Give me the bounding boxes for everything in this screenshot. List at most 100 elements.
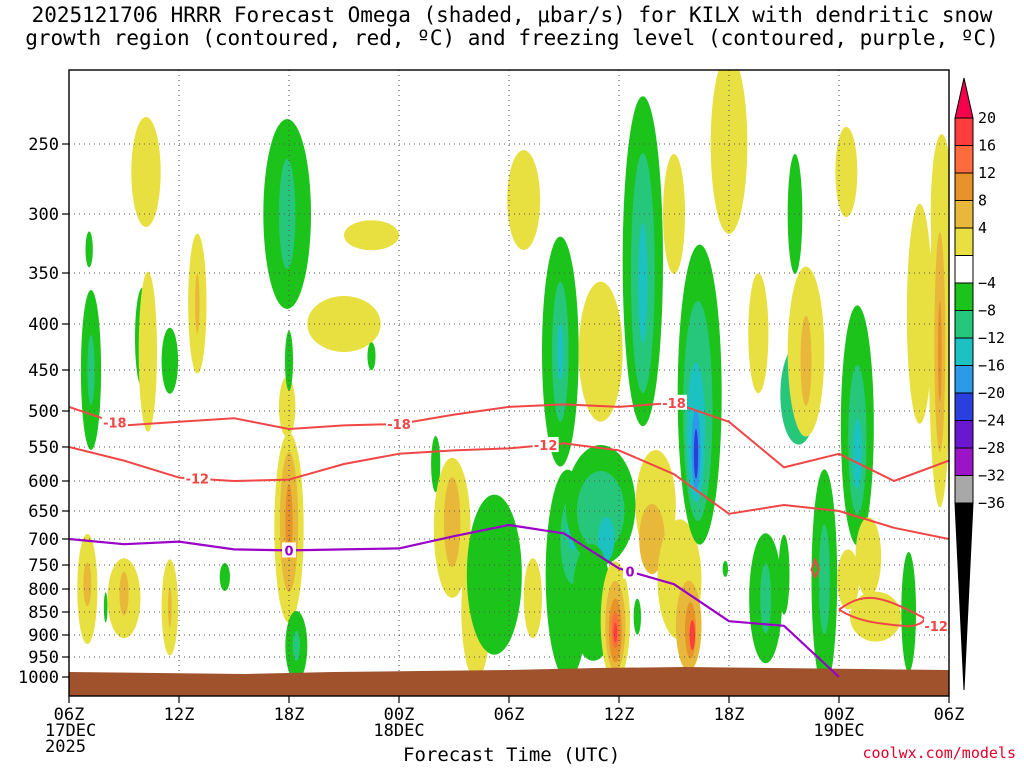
omega-cell-8 (168, 587, 172, 628)
y-tick-label: 750 (28, 556, 59, 576)
colorbar-label: −24 (978, 412, 1005, 430)
omega-cell-20 (613, 622, 618, 643)
omega-shading (77, 0, 970, 690)
omega-cell--8 (292, 631, 301, 661)
colorbar-label: −16 (978, 357, 1005, 375)
colorbar-top-arrow (954, 77, 974, 119)
y-tick-label: 850 (28, 603, 59, 623)
colorbar-swatch (954, 447, 974, 476)
omega-cell--12 (597, 517, 615, 561)
omega-cell-4 (850, 591, 902, 642)
colorbar-swatch (954, 255, 974, 284)
omega-cell-4 (523, 558, 542, 639)
chart-title-line-2: growth region (contoured, red, ºC) and f… (25, 26, 999, 50)
colorbar-label: 20 (978, 109, 996, 127)
x-tick-label: 2025 (45, 737, 86, 757)
x-tick-label: 19DEC (813, 721, 864, 741)
colorbar-label: −12 (978, 329, 1005, 347)
chart-title-line-1: 2025121706 HRRR Forecast Omega (shaded, … (31, 3, 993, 27)
y-tick-label: 450 (28, 361, 59, 381)
ground-surface (69, 667, 949, 696)
omega-cell-4 (855, 517, 882, 598)
chart-title: 2025121706 HRRR Forecast Omega (shaded, … (0, 4, 1024, 50)
dgz-contour-label: -12 (186, 473, 210, 488)
omega-cell--4 (787, 154, 803, 274)
omega-cell--4 (367, 342, 376, 371)
omega-cell-8 (83, 562, 92, 607)
omega-cell--4 (103, 592, 108, 623)
colorbar-label: 4 (978, 219, 987, 237)
temperature-contours: -18 -18 -18 -12 -12 -12 0 0 (69, 394, 949, 678)
colorbar-label: −32 (978, 467, 1005, 485)
x-tick-label: 12Z (604, 705, 635, 725)
x-tick-label: 06Z (494, 705, 525, 725)
omega-cell-4 (578, 281, 623, 422)
omega-cell-4 (138, 271, 157, 432)
omega-cell--4 (219, 563, 230, 591)
contour-label-bg (101, 414, 128, 430)
colorbar-swatch (954, 227, 974, 256)
colorbar-label: 12 (978, 164, 996, 182)
omega-cell-8 (800, 315, 812, 406)
omega-cell--4 (161, 327, 179, 394)
omega-cell--4 (901, 552, 917, 672)
x-tick-label: 06Z (54, 705, 85, 725)
omega-cell--8 (278, 159, 296, 269)
x-axis-title: Forecast Time (UTC) (403, 744, 621, 766)
y-tick-label: 350 (28, 264, 59, 284)
colorbar-label: 8 (978, 192, 987, 210)
y-tick-label: 950 (28, 648, 59, 668)
omega-cell-4 (507, 150, 541, 250)
contour-label-bg (532, 437, 559, 453)
freezing-level-line (69, 523, 840, 678)
omega-cell-4 (748, 273, 769, 394)
omega-cell-4 (278, 376, 296, 437)
omega-cell--4 (778, 534, 790, 615)
dgz-contour-line (69, 401, 949, 482)
colorbar-swatch (954, 145, 974, 174)
colorbar-swatch (954, 392, 974, 421)
y-tick-label: 650 (28, 502, 59, 522)
omega-cell--4 (633, 598, 641, 635)
dgz-contour-label: -18 (103, 416, 127, 431)
omega-cell-4 (911, 0, 970, 59)
freezing-level-label: 0 (284, 544, 293, 559)
y-tick-label: 300 (28, 205, 59, 225)
x-tick-label: 18Z (714, 705, 745, 725)
omega-cell--20 (693, 428, 699, 479)
y-tick-label: 250 (28, 135, 59, 155)
contour-label-bg (386, 415, 412, 431)
omega-cell-8 (639, 504, 665, 574)
omega-cell-4 (837, 549, 860, 610)
omega-colorbar: 20 16 12 8 4 −4 −8 −12 −16 −20 −24 −28 −32 −36 (954, 77, 1005, 691)
omega-cell--12 (852, 418, 862, 489)
omega-cell--8 (87, 335, 95, 405)
colorbar-swatch (954, 365, 974, 394)
dgz-contour-label: -18 (387, 418, 411, 433)
x-tick-label: 06Z (934, 705, 965, 725)
omega-cell-8 (443, 477, 461, 568)
omega-cell-12 (285, 484, 293, 561)
colorbar-bottom-arrow (954, 502, 974, 691)
omega-cell-4 (906, 203, 933, 424)
colorbar-label: −28 (978, 439, 1005, 457)
omega-cell--4 (722, 560, 729, 577)
x-tick-label: 18DEC (373, 721, 424, 741)
dgz-contour-line (838, 596, 925, 628)
omega-cell-12 (938, 301, 942, 402)
dgz-contour-line (69, 442, 949, 540)
omega-cell--4 (466, 494, 522, 655)
colorbar-swatch (954, 310, 974, 339)
colorbar-swatch (954, 172, 974, 201)
contour-label-bg (661, 394, 687, 410)
contour-label-bg (184, 470, 211, 486)
x-tick-label: 00Z (824, 705, 855, 725)
y-tick-label: 800 (28, 580, 59, 600)
contour-label-bg (623, 563, 637, 579)
omega-cell-4 (835, 127, 858, 217)
freezing-level-label: 0 (625, 566, 634, 581)
colorbar-swatch (954, 282, 974, 311)
dgz-contour-label: -12 (924, 620, 948, 635)
colorbar-label: −20 (978, 384, 1005, 402)
